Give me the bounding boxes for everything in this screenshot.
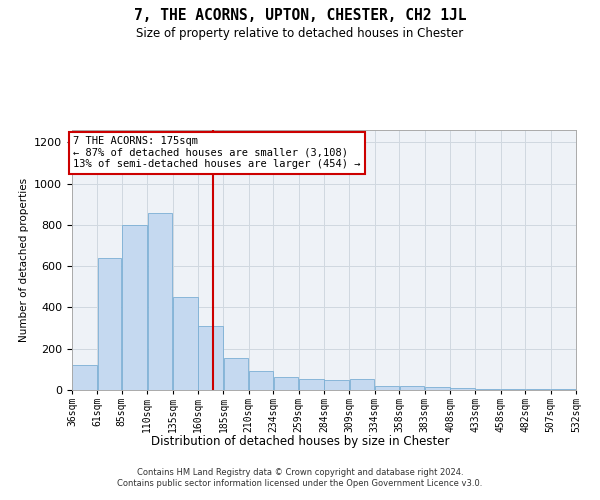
Bar: [73, 365, 97, 390]
Bar: [249, 372, 273, 390]
Bar: [400, 386, 424, 390]
Bar: [122, 225, 147, 390]
Y-axis label: Number of detached properties: Number of detached properties: [19, 178, 29, 342]
Bar: [98, 258, 121, 390]
Text: Distribution of detached houses by size in Chester: Distribution of detached houses by size …: [151, 435, 449, 448]
Text: 7 THE ACORNS: 175sqm
← 87% of detached houses are smaller (3,108)
13% of semi-de: 7 THE ACORNS: 175sqm ← 87% of detached h…: [73, 136, 361, 170]
Bar: [375, 386, 399, 390]
Bar: [526, 389, 550, 390]
Text: Contains HM Land Registry data © Crown copyright and database right 2024.
Contai: Contains HM Land Registry data © Crown c…: [118, 468, 482, 487]
Bar: [350, 378, 374, 390]
Bar: [199, 326, 223, 390]
Bar: [224, 358, 248, 390]
Bar: [325, 380, 349, 390]
Bar: [451, 388, 475, 390]
Bar: [173, 297, 197, 390]
Bar: [425, 387, 449, 390]
Bar: [476, 389, 500, 390]
Bar: [274, 376, 298, 390]
Text: 7, THE ACORNS, UPTON, CHESTER, CH2 1JL: 7, THE ACORNS, UPTON, CHESTER, CH2 1JL: [134, 8, 466, 22]
Text: Size of property relative to detached houses in Chester: Size of property relative to detached ho…: [136, 28, 464, 40]
Bar: [551, 389, 575, 390]
Bar: [299, 378, 323, 390]
Bar: [148, 212, 172, 390]
Bar: [501, 389, 525, 390]
